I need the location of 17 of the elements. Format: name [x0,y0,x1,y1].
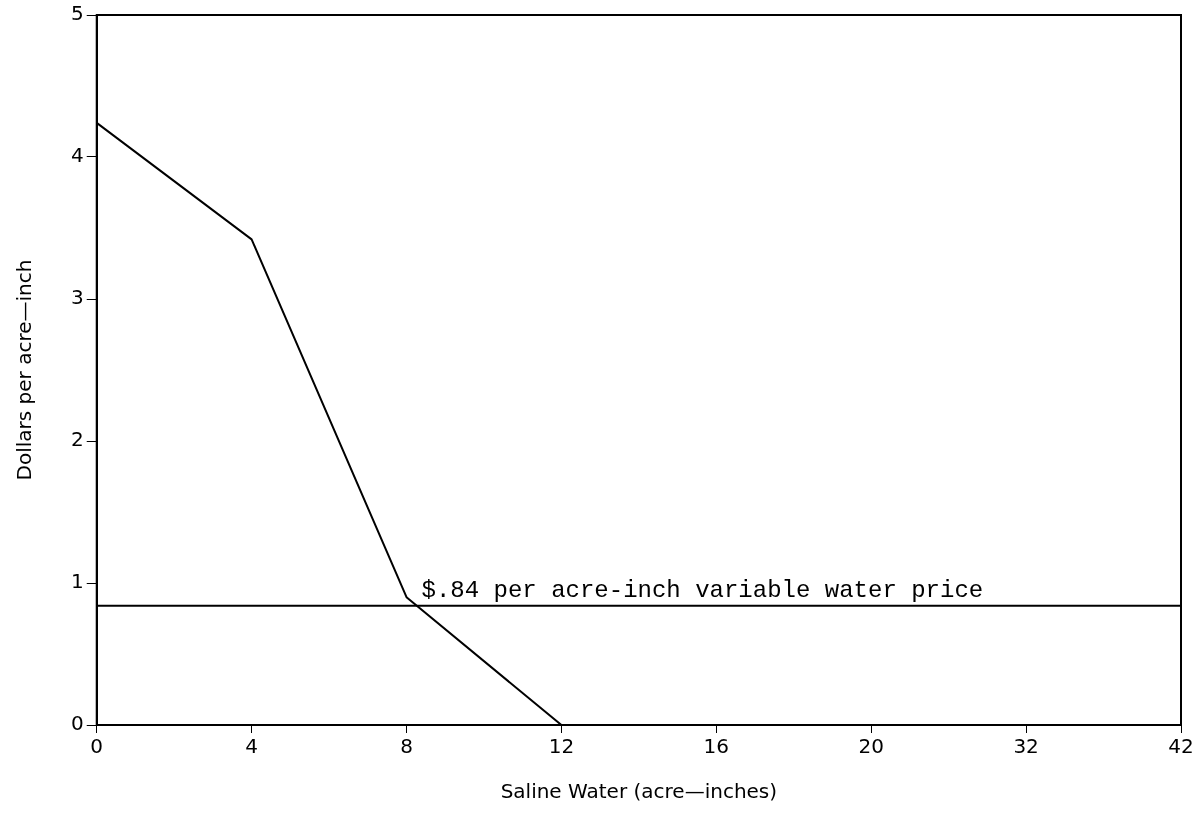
y-tick-label: 5 [70,1,84,26]
y-tick-label: 2 [70,427,84,452]
y-tick-label: 3 [70,285,84,310]
x-tick-label: 4 [245,734,258,759]
x-tick-label: 42 [1168,734,1194,759]
y-tick-label: 4 [70,143,84,168]
y-tick-label: 1 [70,569,84,594]
x-tick-label: 20 [858,734,884,759]
x-tick-label: 32 [1013,734,1039,759]
y-axis-title: Dollars per acre—inch [12,259,37,481]
x-tick-label: 8 [400,734,413,759]
x-axis-title: Saline Water (acre—inches) [500,779,778,804]
y-tick-label: 0 [70,711,84,736]
x-tick-label: 12 [548,734,575,759]
x-tick-label: 0 [90,734,104,759]
ref-line-label: $.84 per acre-inch variable water price [421,577,984,605]
x-tick-label: 16 [703,734,730,759]
